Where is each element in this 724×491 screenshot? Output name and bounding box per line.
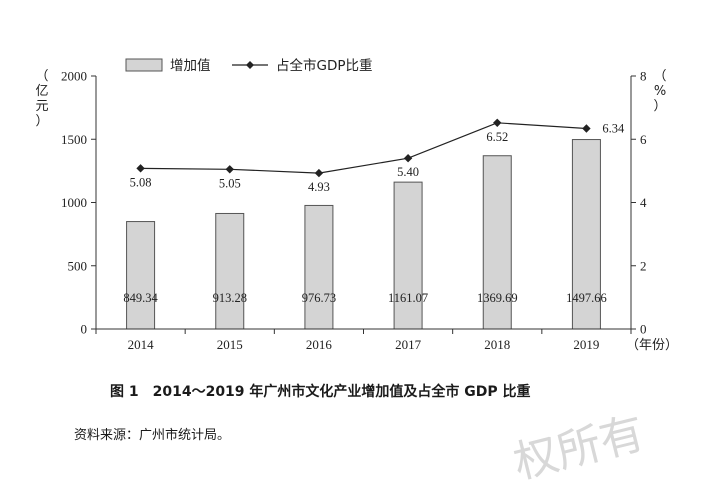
right-axis-unit: （%） (653, 69, 666, 114)
line-point-2015 (225, 165, 234, 174)
left-tick-label: 500 (68, 258, 88, 273)
bar-2017 (393, 181, 423, 330)
line-value-label: 6.34 (602, 121, 625, 135)
line-point-2018 (493, 118, 502, 128)
left-axis-unit: （亿元） (35, 69, 48, 129)
bar-value-label: 976.73 (302, 291, 336, 305)
line-point-2017 (403, 154, 413, 163)
x-tick-label: 2016 (306, 337, 333, 352)
bar-2018 (482, 155, 512, 330)
chart: 0 500 1000 1500 2000 0 2 4 6 8 2014 2015 2016 2017 201… (35, 57, 678, 353)
legend-bar-swatch (125, 58, 163, 72)
figure-caption: 图 1 2014～2019 年广州市文化产业增加值及占全市 GDP 比重 (110, 384, 531, 400)
bar-2019 (571, 139, 601, 330)
x-tick-label: 2014 (128, 337, 155, 352)
line-value-label: 6.52 (486, 130, 508, 144)
x-tick-label: 2019 (573, 337, 599, 352)
legend-line-marker (246, 61, 254, 69)
bar-value-label: 1161.07 (388, 291, 428, 305)
bar-value-label: 913.28 (213, 291, 247, 305)
line-value-label: 4.93 (308, 180, 330, 194)
x-tick-label: 2018 (484, 337, 510, 352)
line-point-2014 (136, 164, 145, 173)
bar-value-label: 849.34 (123, 291, 158, 305)
bar-value-label: 1369.69 (477, 291, 518, 305)
x-tick-label: 2015 (217, 337, 243, 352)
legend-bar-label: 增加值 (170, 58, 211, 74)
bar-2015 (215, 212, 245, 330)
right-tick-label: 4 (640, 195, 647, 210)
left-tick-label: 2000 (61, 69, 87, 84)
left-tick-label: 0 (81, 322, 88, 337)
left-tick-label: 1000 (61, 195, 87, 210)
series-line (140, 122, 587, 174)
right-tick-label: 2 (640, 258, 647, 273)
left-tick-label: 1500 (61, 132, 87, 147)
line-value-label: 5.40 (397, 165, 419, 179)
x-tick-label: 2017 (395, 337, 422, 352)
bar-2016 (304, 204, 334, 330)
watermark: 权所有 (508, 407, 650, 490)
bar-value-label: 1497.66 (566, 291, 607, 305)
x-axis-unit: （年份） (626, 338, 678, 353)
right-tick-label: 0 (640, 322, 647, 337)
right-tick-label: 8 (640, 69, 647, 84)
right-tick-label: 6 (640, 132, 647, 147)
line-value-label: 5.05 (219, 176, 241, 190)
line-point-2019 (582, 124, 591, 133)
line-point-2016 (314, 168, 324, 178)
legend-line-label: 占全市GDP比重 (276, 57, 373, 74)
bar-2014 (126, 221, 156, 330)
source-note: 资料来源：广州市统计局。 (74, 428, 231, 443)
line-value-label: 5.08 (130, 175, 152, 189)
